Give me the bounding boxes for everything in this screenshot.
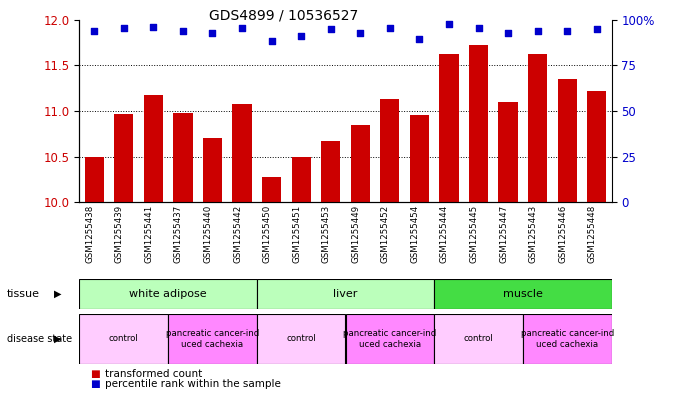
Text: GSM1255449: GSM1255449	[351, 205, 360, 263]
Text: GSM1255442: GSM1255442	[233, 205, 242, 263]
Text: pancreatic cancer-ind
uced cachexia: pancreatic cancer-ind uced cachexia	[166, 329, 259, 349]
Bar	[434, 279, 612, 309]
Text: tissue: tissue	[7, 289, 40, 299]
Bar	[257, 314, 346, 364]
Text: percentile rank within the sample: percentile rank within the sample	[105, 379, 281, 389]
Text: control: control	[464, 334, 493, 343]
Bar	[257, 279, 434, 309]
Text: white adipose: white adipose	[129, 289, 207, 299]
Text: GSM1255446: GSM1255446	[558, 205, 567, 263]
Text: GSM1255448: GSM1255448	[588, 205, 597, 263]
Text: GSM1255445: GSM1255445	[469, 205, 478, 263]
Point	[473, 25, 484, 31]
Bar	[168, 314, 257, 364]
Bar	[114, 114, 133, 202]
Point	[118, 25, 129, 31]
Point	[266, 37, 277, 44]
Text: transformed count: transformed count	[105, 369, 202, 379]
Bar	[346, 314, 434, 364]
Point	[384, 25, 395, 31]
Point	[296, 33, 307, 39]
Bar	[144, 95, 163, 202]
Point	[502, 30, 513, 37]
Text: GSM1255451: GSM1255451	[292, 205, 301, 263]
Bar	[350, 125, 370, 202]
Point	[444, 21, 455, 28]
Text: GSM1255447: GSM1255447	[499, 205, 508, 263]
Bar	[558, 79, 577, 202]
Point	[591, 26, 603, 32]
Bar	[232, 104, 252, 202]
Text: GDS4899 / 10536527: GDS4899 / 10536527	[209, 9, 358, 23]
Bar	[380, 99, 399, 202]
Point	[532, 28, 543, 34]
Point	[325, 26, 337, 32]
Text: control: control	[286, 334, 316, 343]
Bar	[434, 314, 523, 364]
Text: GSM1255444: GSM1255444	[440, 205, 449, 263]
Text: GSM1255454: GSM1255454	[410, 205, 419, 263]
Bar	[173, 113, 193, 202]
Point	[562, 28, 573, 34]
Bar	[587, 91, 607, 202]
Text: control: control	[109, 334, 139, 343]
Text: GSM1255452: GSM1255452	[381, 205, 390, 263]
Point	[414, 36, 425, 42]
Point	[88, 28, 100, 34]
Text: GSM1255440: GSM1255440	[203, 205, 212, 263]
Bar	[292, 157, 311, 202]
Bar	[439, 54, 459, 202]
Text: GSM1255438: GSM1255438	[85, 205, 94, 263]
Text: disease state: disease state	[7, 334, 72, 344]
Bar	[321, 141, 341, 202]
Text: ▶: ▶	[54, 289, 61, 299]
Bar	[262, 177, 281, 202]
Text: GSM1255453: GSM1255453	[322, 205, 331, 263]
Text: pancreatic cancer-ind
uced cachexia: pancreatic cancer-ind uced cachexia	[520, 329, 614, 349]
Bar	[84, 157, 104, 202]
Bar	[203, 138, 222, 202]
Text: ■: ■	[90, 379, 100, 389]
Text: GSM1255450: GSM1255450	[263, 205, 272, 263]
Point	[207, 30, 218, 37]
Bar	[79, 314, 168, 364]
Text: ■: ■	[90, 369, 100, 379]
Bar	[528, 54, 547, 202]
Bar	[79, 279, 257, 309]
Point	[178, 28, 189, 34]
Point	[148, 24, 159, 30]
Bar	[469, 45, 488, 202]
Bar	[498, 102, 518, 202]
Point	[236, 25, 247, 31]
Text: GSM1255439: GSM1255439	[115, 205, 124, 263]
Text: ▶: ▶	[54, 334, 61, 344]
Text: GSM1255437: GSM1255437	[174, 205, 183, 263]
Text: GSM1255443: GSM1255443	[529, 205, 538, 263]
Text: pancreatic cancer-ind
uced cachexia: pancreatic cancer-ind uced cachexia	[343, 329, 437, 349]
Point	[354, 30, 366, 37]
Bar	[410, 115, 429, 202]
Bar	[523, 314, 612, 364]
Text: muscle: muscle	[503, 289, 543, 299]
Text: GSM1255441: GSM1255441	[144, 205, 153, 263]
Text: liver: liver	[333, 289, 358, 299]
